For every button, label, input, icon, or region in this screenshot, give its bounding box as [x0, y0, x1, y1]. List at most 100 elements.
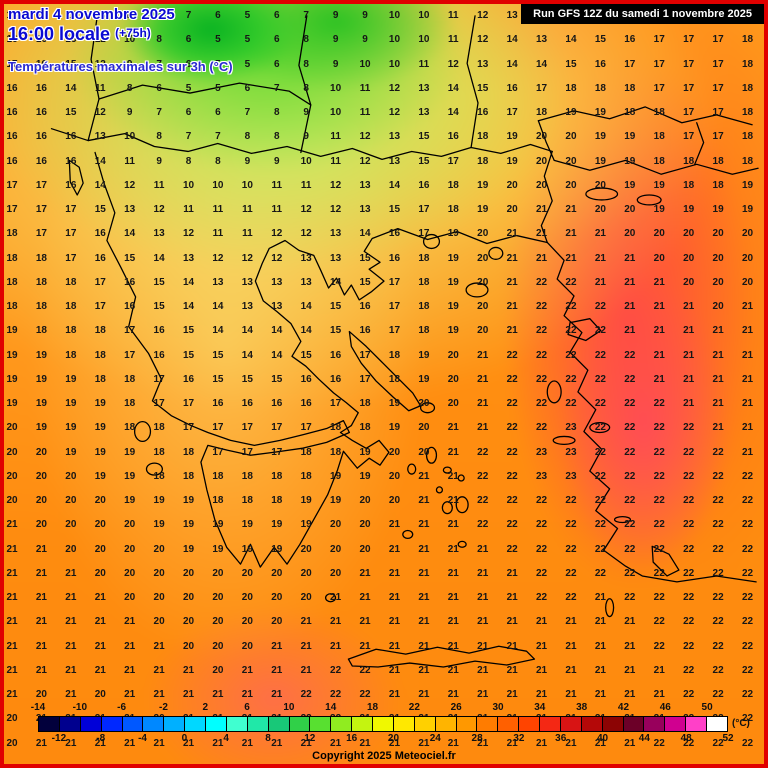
- temp-value: 11: [242, 204, 253, 215]
- temp-value: 21: [65, 616, 77, 628]
- temp-value: 19: [712, 204, 724, 215]
- temp-value: 15: [182, 349, 195, 361]
- temp-value: 18: [624, 107, 636, 118]
- temp-value: 22: [624, 446, 636, 458]
- temp-value: 22: [535, 543, 548, 555]
- temp-value: 18: [124, 373, 136, 385]
- temp-value: 21: [6, 664, 18, 676]
- temp-value: 13: [153, 228, 165, 240]
- temp-value: 13: [271, 276, 283, 288]
- temp-value: 22: [624, 373, 636, 385]
- temp-value: 17: [300, 422, 312, 434]
- temp-value: 19: [388, 398, 401, 409]
- temp-value: 21: [300, 616, 312, 628]
- temp-value: 14: [300, 301, 312, 312]
- temp-value: 8: [303, 82, 309, 94]
- scale-tick-label: 2: [202, 702, 209, 713]
- temp-value: 20: [271, 592, 283, 603]
- temp-value: 19: [359, 446, 371, 458]
- temp-value: 14: [94, 179, 106, 191]
- temp-value: 20: [741, 276, 754, 288]
- temp-value: 18: [624, 82, 636, 94]
- temp-value: 21: [535, 737, 548, 749]
- temp-value: 22: [535, 519, 548, 531]
- temp-value: 20: [388, 470, 401, 482]
- temp-value: 21: [418, 616, 430, 628]
- temp-value: 19: [594, 107, 606, 118]
- temp-value: 23: [565, 446, 577, 458]
- temp-value: 10: [330, 107, 342, 118]
- temp-value: 22: [565, 276, 577, 288]
- temp-value: 11: [124, 155, 135, 167]
- temp-value: 9: [156, 155, 162, 167]
- temp-value: 21: [447, 470, 459, 482]
- temp-value: 19: [447, 325, 459, 337]
- temp-value: 17: [712, 107, 724, 118]
- temp-value: 21: [535, 616, 548, 628]
- temp-value: 18: [65, 349, 77, 361]
- temp-value: 12: [182, 228, 195, 240]
- temp-value: 22: [741, 737, 754, 749]
- temp-value: 21: [477, 616, 489, 628]
- temp-value: 22: [565, 349, 577, 361]
- temp-value: 14: [241, 325, 253, 337]
- temp-value: 21: [35, 567, 47, 579]
- temp-value: 22: [359, 689, 371, 700]
- temp-value: 15: [212, 349, 224, 361]
- temp-value: 19: [212, 543, 224, 555]
- temp-value: 22: [624, 398, 636, 409]
- temp-value: 21: [447, 592, 459, 603]
- temp-value: 21: [624, 616, 636, 628]
- scale-tick-label: 16: [346, 733, 358, 744]
- scale-cell: [560, 717, 582, 731]
- temp-value: 21: [506, 252, 518, 264]
- temp-value: 15: [65, 10, 77, 21]
- temp-value: 14: [330, 276, 342, 288]
- temp-value: 20: [624, 204, 636, 215]
- temp-value: 12: [94, 34, 106, 46]
- scale-tick-label: 46: [659, 702, 671, 713]
- temp-value: 18: [35, 252, 47, 264]
- scale-tick-label: 32: [513, 733, 525, 744]
- temp-value: 12: [153, 204, 165, 215]
- temp-value: 21: [94, 664, 106, 676]
- temp-value: 16: [241, 398, 253, 409]
- temp-value: 22: [330, 689, 342, 700]
- scale-cell: [268, 717, 290, 731]
- scale-cell: [122, 717, 144, 731]
- temp-value: 22: [653, 398, 665, 409]
- temp-value: 21: [683, 398, 695, 409]
- temp-value: 17: [712, 82, 724, 94]
- temp-value: 21: [35, 543, 47, 555]
- temp-value: 22: [506, 543, 518, 555]
- temp-value: 20: [35, 689, 47, 700]
- temp-value: 13: [241, 276, 253, 288]
- temp-value: 14: [565, 34, 577, 46]
- temp-value: 16: [6, 34, 18, 46]
- temp-value: 7: [156, 107, 162, 118]
- temp-value: 15: [153, 301, 165, 312]
- temp-value: 20: [241, 567, 253, 579]
- temp-value: 16: [359, 301, 371, 312]
- temp-value: 19: [6, 349, 18, 361]
- temp-value: 21: [683, 373, 695, 385]
- scale-cell: [226, 717, 248, 731]
- temp-value: 20: [35, 519, 47, 531]
- temp-value: 21: [653, 349, 665, 361]
- temp-value: 14: [241, 349, 253, 361]
- temp-value: 15: [388, 204, 401, 215]
- temp-value: 18: [94, 325, 106, 337]
- temp-value: 18: [418, 301, 430, 312]
- scale-cell: [393, 717, 415, 731]
- temp-value: 11: [124, 10, 135, 21]
- temp-value: 22: [506, 373, 518, 385]
- temp-value: 18: [712, 155, 724, 167]
- temp-value: 12: [300, 228, 312, 240]
- temp-value: 17: [624, 58, 636, 70]
- scale-tick-label: 12: [304, 733, 316, 744]
- temp-value: 13: [477, 58, 489, 70]
- temp-value: 21: [624, 664, 636, 676]
- temp-value: 21: [388, 616, 401, 628]
- temp-value: 22: [683, 664, 695, 676]
